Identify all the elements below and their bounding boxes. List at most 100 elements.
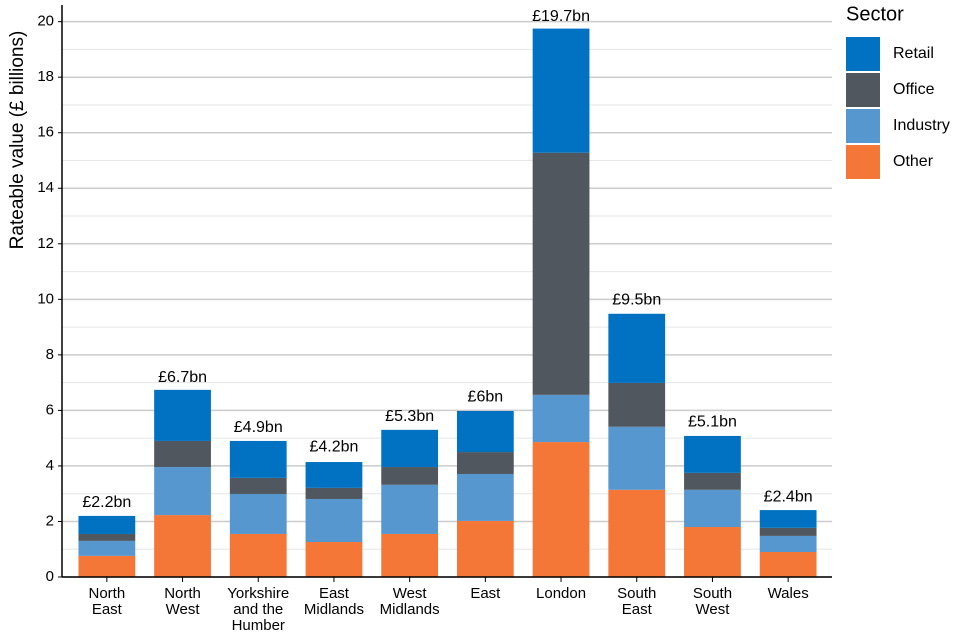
bar-segment bbox=[229, 477, 287, 494]
x-tick-label-line: London bbox=[536, 585, 586, 602]
bar-segment bbox=[532, 28, 590, 153]
bar-segment bbox=[608, 426, 666, 490]
legend-swatch bbox=[846, 109, 880, 143]
x-tick-label-line: Midlands bbox=[380, 601, 440, 618]
x-tick-label: Wales bbox=[768, 585, 809, 602]
x-tick-label-line: North bbox=[89, 585, 126, 602]
legend-label: Retail bbox=[893, 45, 934, 62]
bar-segment bbox=[608, 489, 666, 577]
total-label: £2.2bn bbox=[82, 494, 131, 511]
bar-segment bbox=[759, 535, 817, 553]
y-tick-label: 14 bbox=[37, 179, 54, 196]
bar-segment bbox=[532, 152, 590, 395]
x-tick-label: London bbox=[536, 585, 586, 602]
legend-title: Sector bbox=[846, 3, 904, 25]
x-tick-label: North West bbox=[164, 585, 201, 618]
bar-segment bbox=[78, 555, 136, 577]
x-tick-label-line: East bbox=[622, 601, 653, 618]
x-tick-label: South East bbox=[617, 585, 656, 618]
x-tick-label-line: Wales bbox=[768, 585, 809, 602]
y-tick-label: 20 bbox=[37, 13, 54, 30]
y-tick-label: 8 bbox=[46, 346, 54, 363]
x-tick-label: West Midlands bbox=[380, 585, 440, 618]
y-tick-label: 18 bbox=[37, 68, 54, 85]
legend-label: Office bbox=[893, 81, 935, 98]
bar-segment bbox=[154, 515, 211, 577]
bar-segment bbox=[305, 487, 363, 499]
x-tick-label-line: East bbox=[470, 585, 501, 602]
legend-label: Industry bbox=[893, 117, 950, 134]
bar-segment bbox=[608, 313, 666, 383]
x-tick-label-line: and the bbox=[233, 601, 283, 618]
bar-segment bbox=[305, 542, 363, 577]
total-label: £5.1bn bbox=[688, 414, 737, 431]
bar-segment bbox=[532, 442, 590, 577]
bar-segment bbox=[684, 472, 741, 490]
x-tick-label: South West bbox=[693, 585, 732, 618]
bar-segment bbox=[305, 462, 363, 488]
bar-segment bbox=[154, 467, 211, 516]
bar-segment bbox=[456, 452, 514, 474]
y-axis-label: Rateable value (£ billions) bbox=[7, 31, 28, 250]
legend-swatch bbox=[846, 37, 880, 71]
x-tick-label-line: Midlands bbox=[304, 601, 364, 618]
x-tick-label-line: South bbox=[693, 585, 732, 602]
total-label: £9.5bn bbox=[612, 291, 661, 308]
x-tick-label-line: West bbox=[166, 601, 201, 618]
x-tick-label: North East bbox=[89, 585, 126, 618]
total-label: £19.7bn bbox=[532, 8, 590, 25]
x-tick-label-line: East bbox=[319, 585, 350, 602]
total-label: £4.2bn bbox=[309, 439, 358, 456]
x-tick-label-line: Yorkshire bbox=[227, 585, 289, 602]
y-tick-label: 12 bbox=[37, 235, 54, 252]
bar-segment bbox=[78, 533, 136, 541]
x-tick-label-line: North bbox=[164, 585, 201, 602]
legend-label: Other bbox=[893, 153, 934, 170]
y-tick-label: 16 bbox=[37, 124, 54, 141]
x-tick-label-line: East bbox=[92, 601, 123, 618]
bar-segment bbox=[78, 515, 136, 534]
legend-swatch bbox=[846, 73, 880, 107]
y-tick-label: 0 bbox=[46, 568, 54, 585]
bar-segment bbox=[381, 429, 439, 468]
bar-segment bbox=[229, 440, 287, 478]
x-tick-label: East bbox=[470, 585, 501, 602]
bar-segment bbox=[532, 394, 590, 443]
bar-segment bbox=[759, 510, 817, 528]
x-tick-label-line: Humber bbox=[232, 617, 285, 634]
bar-segment bbox=[684, 527, 741, 577]
bar-segment bbox=[305, 498, 363, 543]
bar-segment bbox=[381, 467, 439, 485]
bar-segment bbox=[608, 382, 666, 427]
bar-segment bbox=[154, 389, 211, 441]
x-tick-label-line: West bbox=[695, 601, 730, 618]
bar-segment bbox=[684, 435, 741, 473]
bar-segment bbox=[78, 540, 136, 556]
bar-segment bbox=[381, 533, 439, 577]
y-tick-label: 2 bbox=[46, 512, 54, 529]
legend-swatch bbox=[846, 145, 880, 179]
total-label: £6.7bn bbox=[158, 369, 207, 386]
total-label: £4.9bn bbox=[234, 419, 283, 436]
bar-segment bbox=[684, 489, 741, 528]
bar-segment bbox=[456, 473, 514, 521]
total-label: £5.3bn bbox=[385, 408, 434, 425]
bar-segment bbox=[229, 533, 287, 577]
total-label: £2.4bn bbox=[764, 489, 813, 506]
x-tick-label-line: West bbox=[393, 585, 428, 602]
bar-segment bbox=[759, 527, 817, 536]
x-tick-label: Yorkshire and the Humber bbox=[227, 585, 289, 634]
bar-segment bbox=[229, 493, 287, 534]
bar-segment bbox=[456, 410, 514, 453]
bar-segment bbox=[154, 440, 211, 468]
total-label: £6bn bbox=[468, 389, 504, 406]
x-tick-label-line: South bbox=[617, 585, 656, 602]
bar-segment bbox=[381, 484, 439, 534]
bar-segment bbox=[456, 520, 514, 577]
x-tick-label: East Midlands bbox=[304, 585, 364, 618]
y-tick-label: 10 bbox=[37, 290, 54, 307]
y-tick-label: 4 bbox=[46, 457, 54, 474]
y-tick-label: 6 bbox=[46, 401, 54, 418]
bar-segment bbox=[759, 552, 817, 577]
